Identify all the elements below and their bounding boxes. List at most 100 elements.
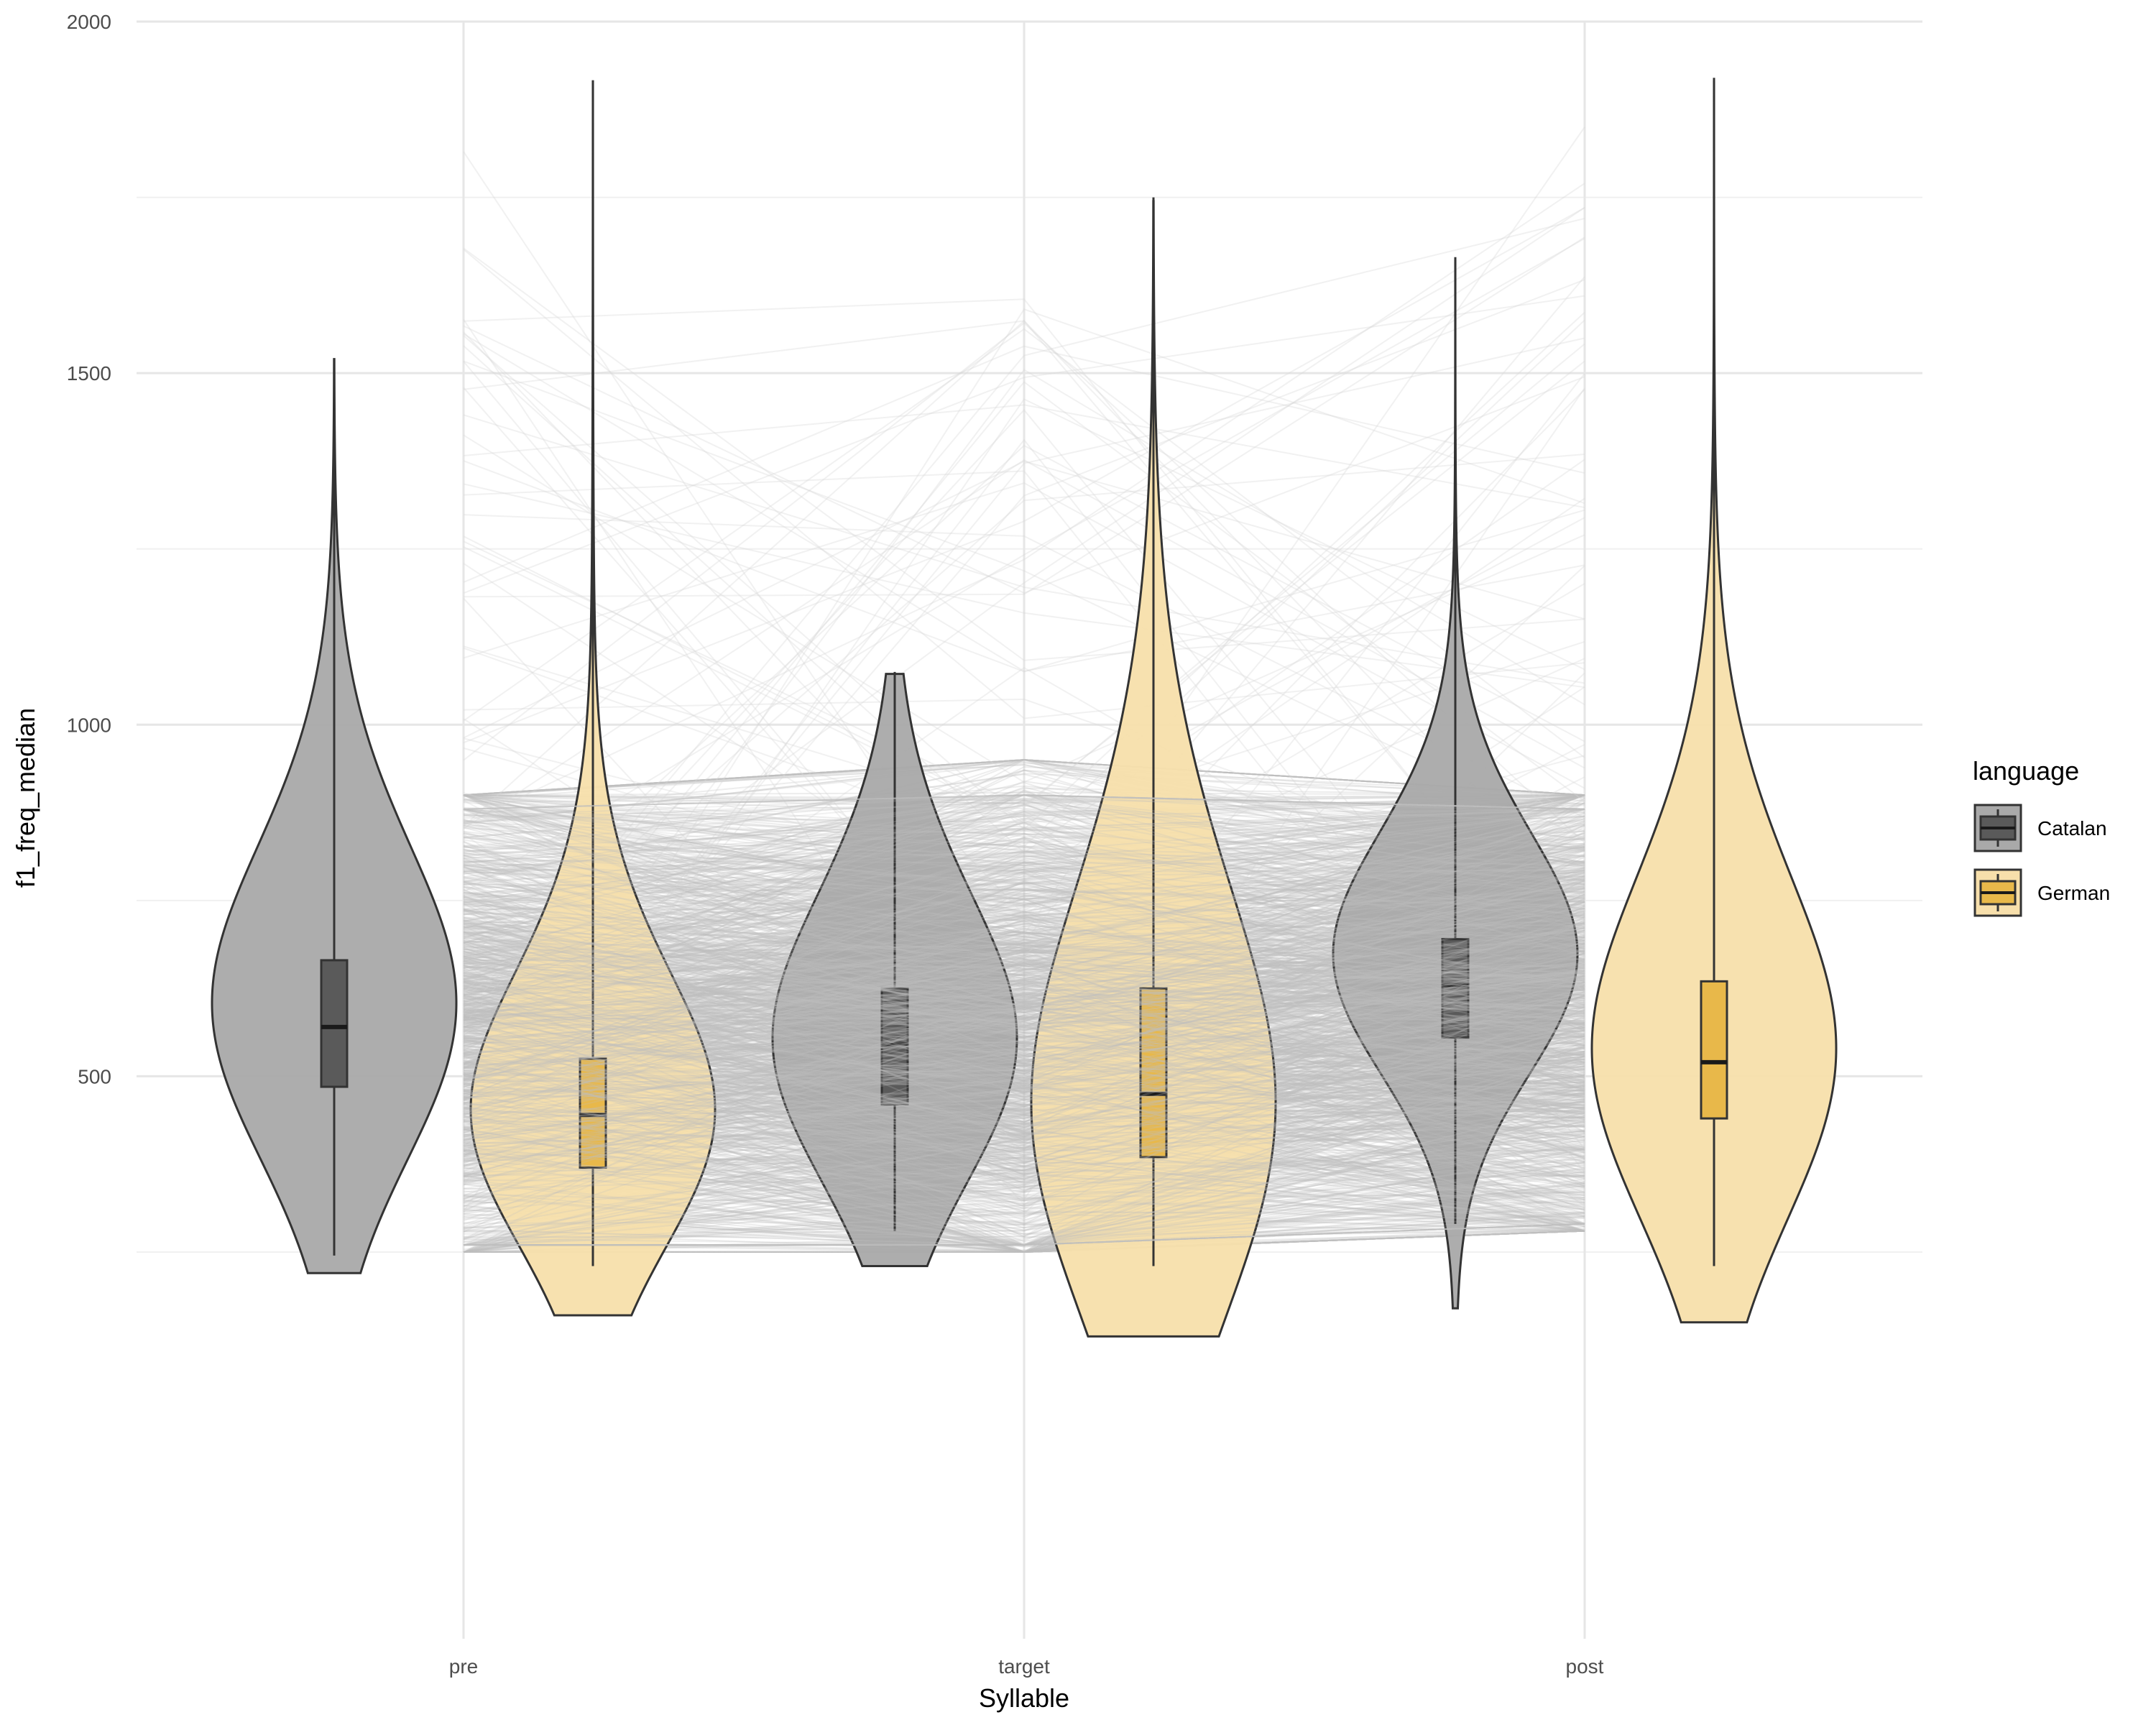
trajectory-line bbox=[463, 565, 1585, 1089]
trajectory-line bbox=[463, 983, 1585, 1123]
trajectory-line bbox=[463, 1084, 1585, 1224]
trajectory-line bbox=[463, 1047, 1585, 1139]
trajectory-line bbox=[463, 802, 1585, 849]
trajectory-line bbox=[463, 870, 1585, 981]
trajectory-line bbox=[463, 1063, 1585, 1160]
trajectory-line bbox=[463, 1108, 1585, 1200]
trajectory-line bbox=[463, 988, 1585, 1203]
trajectory-line bbox=[463, 935, 1585, 1059]
trajectory-line bbox=[463, 887, 1585, 1036]
trajectory-line bbox=[463, 794, 1585, 825]
trajectory-line bbox=[463, 972, 1585, 1082]
trajectory-line bbox=[463, 907, 1585, 1052]
trajectory-line bbox=[464, 1223, 1585, 1246]
trajectory-line bbox=[463, 1015, 1585, 1126]
trajectory-line bbox=[463, 414, 1585, 684]
trajectory-line bbox=[463, 932, 1585, 1011]
trajectory-line bbox=[463, 890, 1585, 928]
trajectory-line bbox=[463, 1121, 1585, 1231]
trajectory-line bbox=[463, 951, 1585, 1047]
trajectory-line bbox=[463, 891, 1585, 1123]
trajectory-line bbox=[463, 1148, 1585, 1190]
trajectory-line bbox=[463, 871, 1585, 1056]
trajectory-line bbox=[463, 1026, 1585, 1121]
trajectory-line bbox=[463, 861, 1585, 1060]
trajectory-line bbox=[463, 888, 1585, 1038]
trajectory-line bbox=[463, 832, 1585, 932]
trajectory-line bbox=[463, 343, 1585, 809]
trajectory-line bbox=[463, 298, 1585, 995]
trajectory-line bbox=[463, 1022, 1585, 1134]
trajectory-line bbox=[464, 1116, 1585, 1246]
trajectory-line bbox=[463, 1027, 1585, 1107]
trajectory-line bbox=[463, 855, 1585, 1008]
trajectory-line bbox=[463, 869, 1585, 1081]
trajectory-line bbox=[463, 942, 1585, 1123]
trajectory-line bbox=[463, 963, 1585, 1041]
trajectory-line bbox=[463, 831, 1585, 1133]
trajectory-line bbox=[463, 1021, 1585, 1128]
trajectory-line bbox=[463, 978, 1585, 1084]
trajectory-line bbox=[463, 1039, 1585, 1087]
trajectory-line bbox=[463, 933, 1585, 1023]
trajectory-line bbox=[463, 1038, 1585, 1124]
trajectory-line bbox=[463, 950, 1585, 1090]
trajectory-line bbox=[463, 1022, 1585, 1138]
trajectory-line bbox=[463, 1058, 1585, 1178]
trajectory-line bbox=[463, 970, 1585, 1027]
trajectory-line bbox=[463, 1151, 1585, 1225]
trajectory-line bbox=[463, 915, 1585, 1129]
trajectory-line bbox=[463, 851, 1585, 1002]
trajectory-line bbox=[463, 1075, 1585, 1246]
trajectory-line bbox=[463, 959, 1585, 1089]
trajectory-line bbox=[463, 483, 1585, 689]
trajectory-line bbox=[463, 998, 1585, 1075]
trajectory-line bbox=[463, 901, 1585, 1024]
trajectory-line bbox=[463, 794, 1585, 819]
trajectory-line bbox=[463, 934, 1585, 975]
trajectory-line bbox=[463, 972, 1585, 1138]
trajectory-line bbox=[463, 1031, 1585, 1167]
trajectory-line bbox=[463, 759, 1585, 796]
trajectory-line bbox=[463, 955, 1585, 1085]
trajectory-line bbox=[463, 995, 1585, 1136]
trajectory-line bbox=[463, 1018, 1585, 1191]
trajectory-line bbox=[463, 1128, 1585, 1235]
trajectory-line bbox=[463, 1059, 1585, 1246]
trajectory-line bbox=[463, 963, 1585, 1077]
trajectory-line bbox=[463, 860, 1585, 896]
trajectory-line bbox=[463, 861, 1585, 1013]
trajectory-line bbox=[463, 808, 1585, 980]
x-tick-label: pre bbox=[449, 1655, 478, 1678]
trajectory-line bbox=[463, 1080, 1585, 1229]
trajectory-line bbox=[463, 916, 1585, 1054]
box-iqr bbox=[320, 959, 349, 1088]
trajectory-line bbox=[463, 983, 1585, 1029]
x-tick-label: target bbox=[998, 1655, 1050, 1678]
trajectory-line bbox=[463, 944, 1585, 981]
trajectory-line bbox=[463, 916, 1585, 1054]
trajectory-line bbox=[463, 898, 1585, 1087]
trajectory-line bbox=[463, 1003, 1585, 1172]
trajectory-line bbox=[463, 945, 1585, 1057]
trajectory-line bbox=[463, 808, 1585, 1025]
trajectory-line bbox=[463, 319, 1585, 847]
trajectory-line bbox=[463, 825, 1585, 985]
trajectory-line bbox=[463, 934, 1585, 1051]
trajectory-line bbox=[463, 926, 1585, 1073]
trajectory-line bbox=[463, 1110, 1585, 1190]
trajectory-line bbox=[463, 759, 1585, 883]
trajectory-line bbox=[463, 236, 1585, 598]
trajectory-line bbox=[463, 872, 1585, 1040]
trajectory-line bbox=[463, 984, 1585, 1193]
trajectory-line bbox=[463, 759, 1585, 796]
trajectory-line bbox=[463, 865, 1585, 1098]
trajectory-line bbox=[463, 808, 1585, 906]
trajectory-line bbox=[463, 1114, 1585, 1228]
trajectory-line bbox=[463, 886, 1585, 1064]
trajectory-line bbox=[463, 987, 1585, 1056]
trajectory-line bbox=[463, 794, 1585, 1014]
trajectory-line bbox=[463, 888, 1585, 1082]
trajectory-line bbox=[463, 887, 1585, 995]
